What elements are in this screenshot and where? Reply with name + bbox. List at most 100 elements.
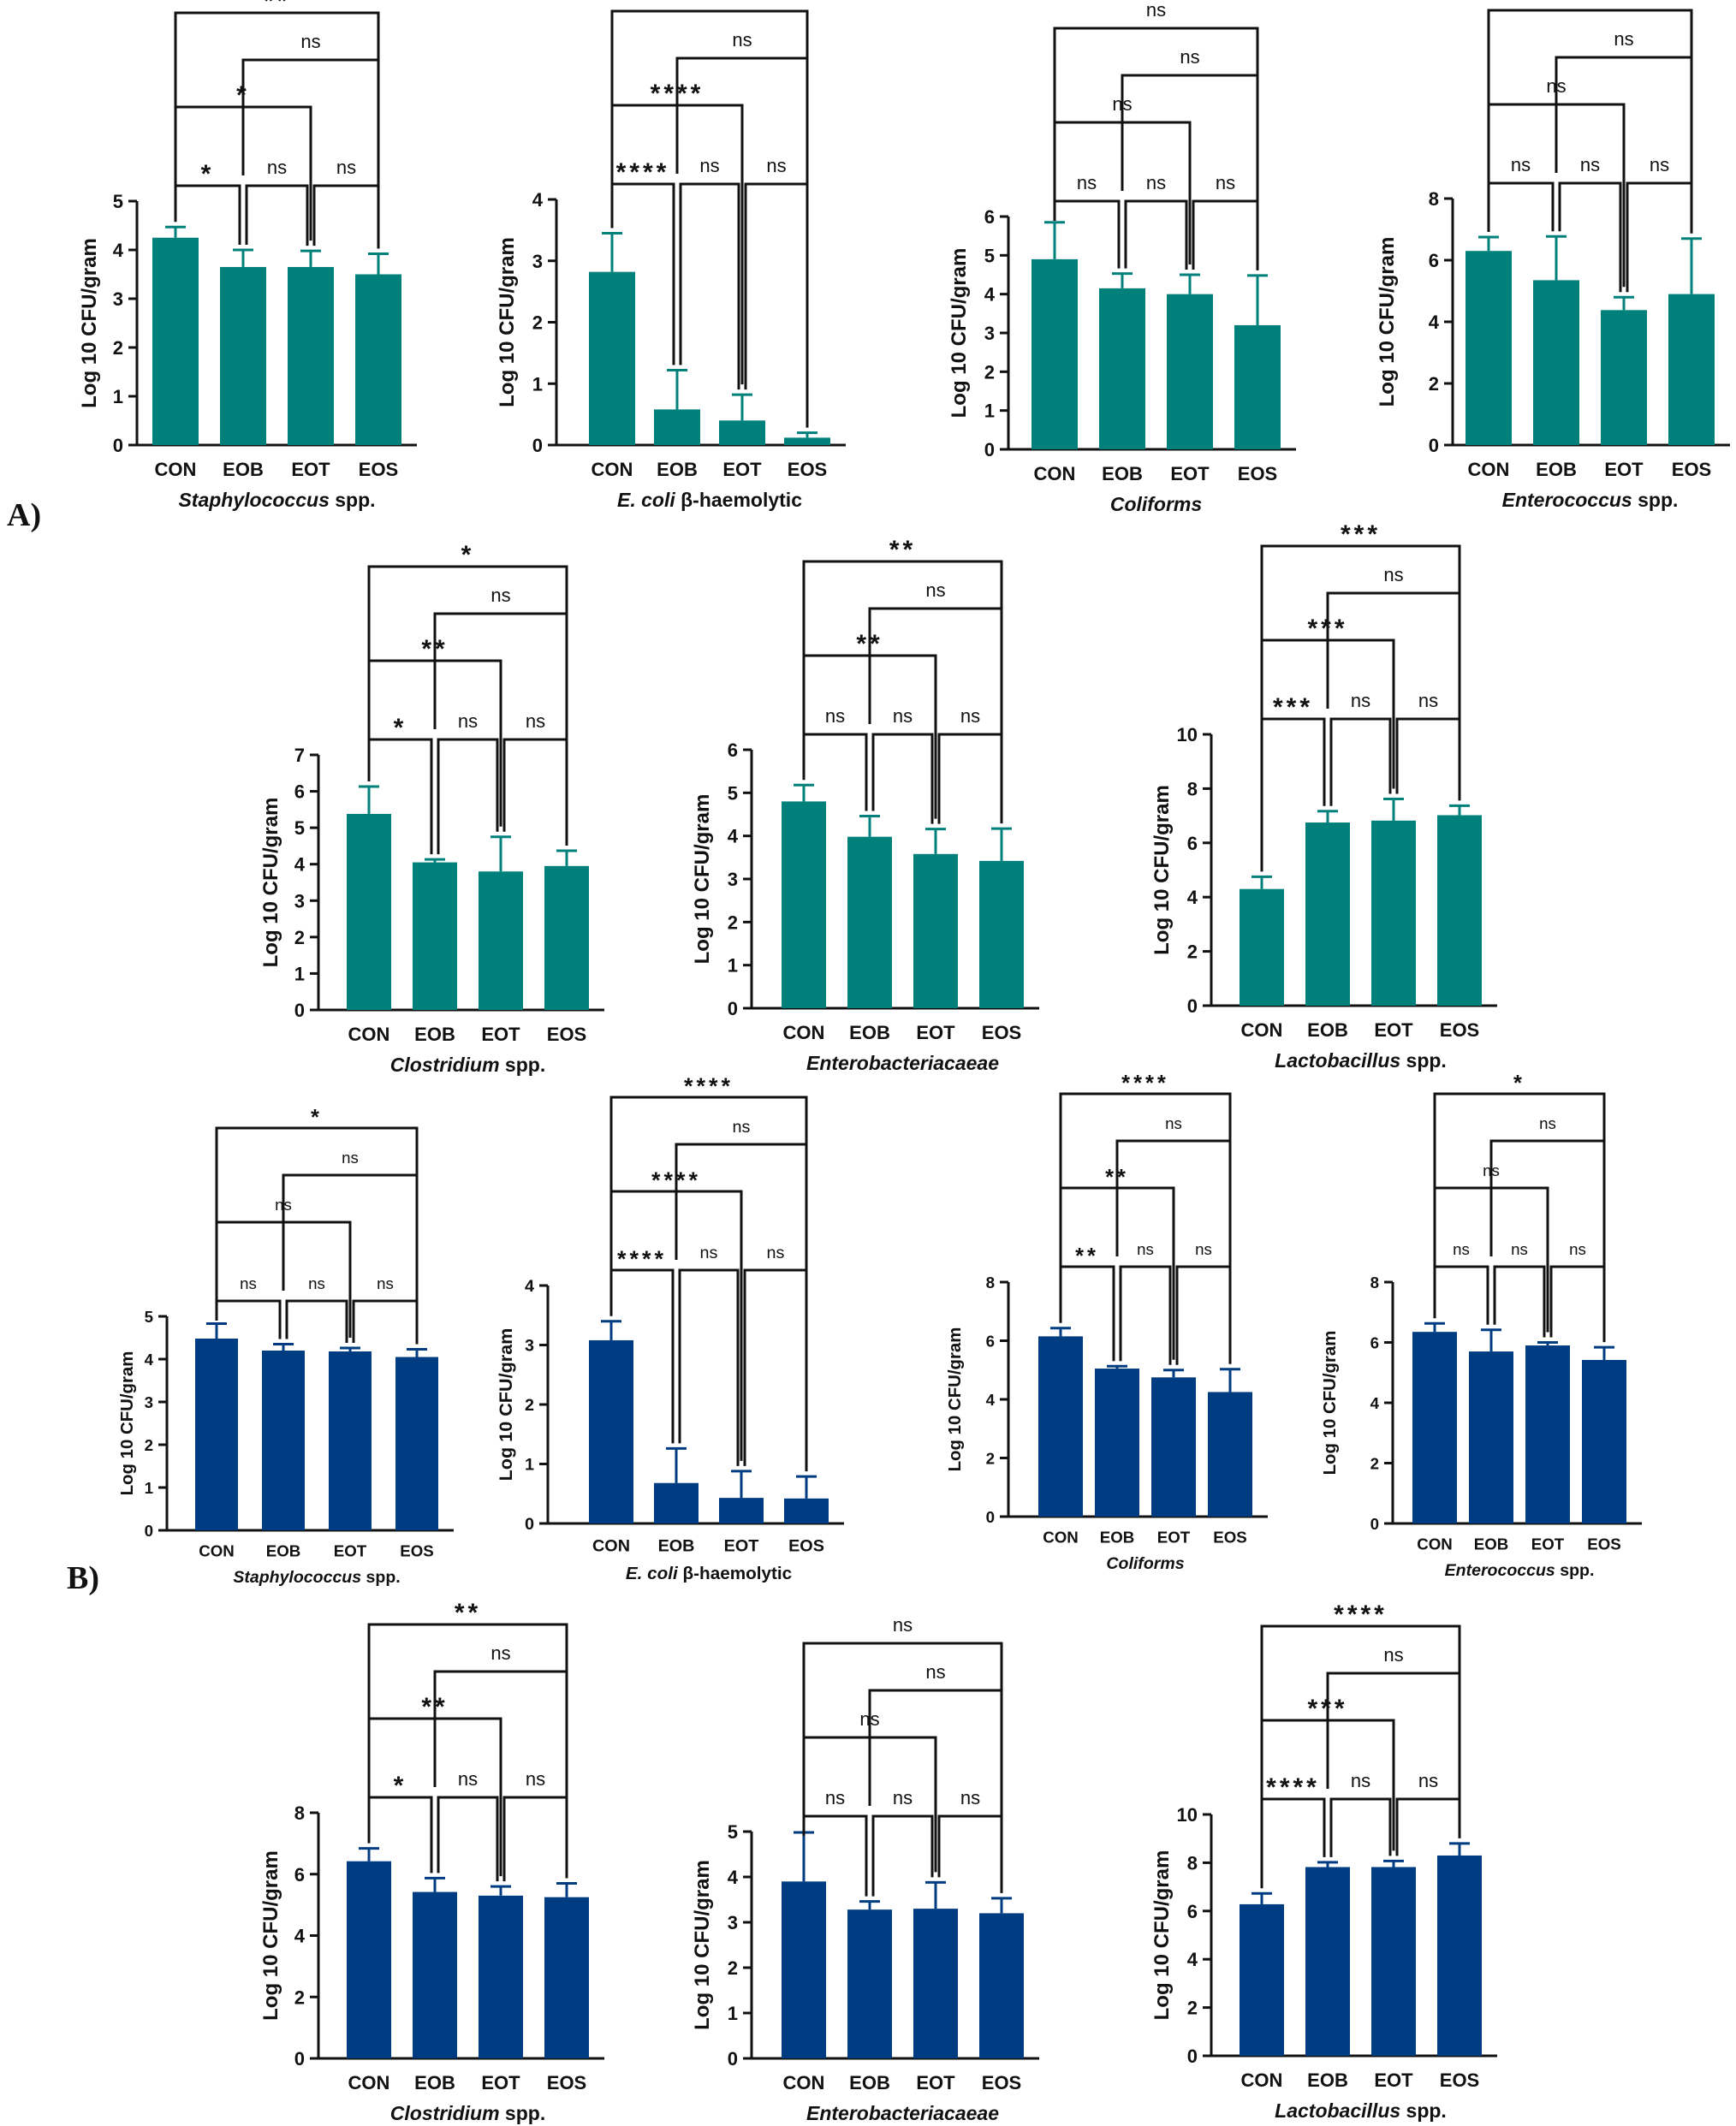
x-tick-label: EOT [1157, 1529, 1191, 1547]
y-tick-label: 1 [532, 373, 543, 395]
y-tick-label: 0 [113, 435, 123, 456]
y-tick-label: 0 [294, 1000, 305, 1021]
significance-bracket [367, 1623, 568, 1874]
significance-bracket [367, 659, 502, 827]
y-tick-label: 5 [984, 245, 995, 266]
y-tick-label: 6 [984, 206, 995, 228]
significance-bracket [367, 1796, 433, 1874]
y-tick-label: 6 [728, 739, 738, 761]
significance-label: ns [1580, 154, 1600, 175]
chart-title-part: spp. [1400, 2099, 1447, 2122]
bar-eot [288, 266, 334, 445]
bar-con [782, 801, 826, 1008]
significance-label: *** [1341, 520, 1381, 549]
significance-label: ns [1614, 28, 1633, 50]
significance-label: * [461, 541, 475, 569]
y-tick-label: 4 [1187, 1949, 1198, 1970]
bar-eos [395, 1357, 438, 1530]
bar-con [1240, 1903, 1284, 2056]
significance-label: ns [893, 1614, 913, 1636]
y-tick-label: 4 [1429, 312, 1440, 333]
significance-label: ns [925, 579, 945, 601]
significance-bracket [610, 104, 744, 385]
significance-bracket [1260, 544, 1461, 796]
significance-label: ns [1383, 564, 1403, 585]
significance-bracket [1329, 1797, 1392, 1857]
chart-title: E. coli β-haemolytic [626, 1564, 792, 1583]
y-tick-label: 3 [145, 1393, 153, 1411]
x-tick-label: CON [1241, 1019, 1283, 1041]
x-tick-label: EOS [1587, 1535, 1620, 1553]
significance-bracket [502, 1796, 568, 1882]
chart-title-part: Clostridium [390, 1054, 500, 1076]
y-tick-label: 0 [1187, 995, 1198, 1017]
significance-bracket [437, 1796, 499, 1882]
significance-bracket [215, 1126, 419, 1339]
significance-label: ns [859, 1708, 879, 1730]
bar-eos [1582, 1359, 1626, 1523]
x-tick-label: EOS [547, 2072, 586, 2093]
significance-label: ns [1216, 172, 1235, 193]
chart-title-part: Coliforms [1106, 1554, 1184, 1573]
significance-bracket [174, 11, 380, 244]
significance-bracket [744, 182, 809, 428]
significance-label: *** [1273, 693, 1313, 722]
significance-label: ns [1351, 690, 1370, 711]
x-tick-label: EOS [400, 1542, 433, 1560]
significance-label: ns [490, 585, 510, 606]
y-tick-label: 2 [532, 312, 543, 334]
y-tick-label: 3 [984, 323, 995, 344]
y-tick-label: 6 [986, 1332, 995, 1350]
y-tick-label: 5 [728, 1821, 738, 1843]
y-tick-label: 4 [1187, 887, 1198, 908]
significance-label: ns [960, 705, 980, 727]
bar-con [589, 271, 635, 445]
chart-title-part: spp. [500, 2102, 546, 2124]
significance-bracket [282, 1173, 419, 1339]
x-tick-label: EOS [982, 2072, 1021, 2093]
y-tick-label: 2 [984, 361, 995, 383]
x-tick-label: EOT [1170, 463, 1210, 484]
chart-title-part: Coliforms [1110, 493, 1202, 515]
y-tick-label: 4 [728, 1867, 739, 1888]
significance-label: * [394, 714, 407, 742]
significance-label: ** [421, 635, 448, 663]
bar-eob [1533, 280, 1579, 445]
y-tick-label: 3 [532, 251, 543, 272]
y-tick-label: 5 [728, 782, 738, 804]
significance-label: ns [1195, 1240, 1212, 1258]
significance-label: ns [766, 155, 786, 176]
x-tick-label: EOB [849, 1022, 890, 1043]
significance-bracket [1433, 1186, 1549, 1333]
y-axis-label: Log 10 CFU/gram [1150, 1850, 1174, 2021]
y-tick-label: 2 [986, 1449, 995, 1467]
chart-title-part: spp. [1555, 1561, 1595, 1580]
chart-title-part: β-haemolytic [678, 1564, 792, 1583]
significance-bracket [802, 1642, 1003, 1888]
significance-label: ns [1146, 172, 1166, 193]
significance-label: **** [683, 0, 737, 14]
chart-title: Clostridium spp. [390, 2102, 545, 2124]
bar-eob [413, 1891, 457, 2058]
significance-bracket [1192, 199, 1259, 270]
bar-eos [544, 865, 589, 1010]
bar-con [347, 813, 391, 1010]
chart-title: Staphylococcus spp. [233, 1568, 400, 1587]
significance-label: ns [1383, 1644, 1403, 1666]
y-tick-label: 10 [1177, 724, 1198, 745]
y-tick-label: 0 [294, 2048, 305, 2070]
bar-eot [719, 1498, 764, 1523]
significance-label: ns [377, 1274, 394, 1292]
bar-eob [220, 266, 266, 445]
significance-label: * [236, 81, 250, 110]
significance-bracket [1433, 1092, 1606, 1338]
x-tick-label: CON [592, 1536, 630, 1555]
y-tick-label: 6 [1429, 250, 1439, 271]
y-tick-label: 2 [294, 1986, 305, 2008]
significance-label: ns [1650, 154, 1669, 175]
y-axis-label: Log 10 CFU/gram [1150, 785, 1174, 955]
bar-eot [913, 853, 958, 1008]
significance-bracket [802, 1736, 937, 1873]
significance-label: ns [308, 1274, 325, 1292]
bar-eot [1371, 820, 1416, 1006]
